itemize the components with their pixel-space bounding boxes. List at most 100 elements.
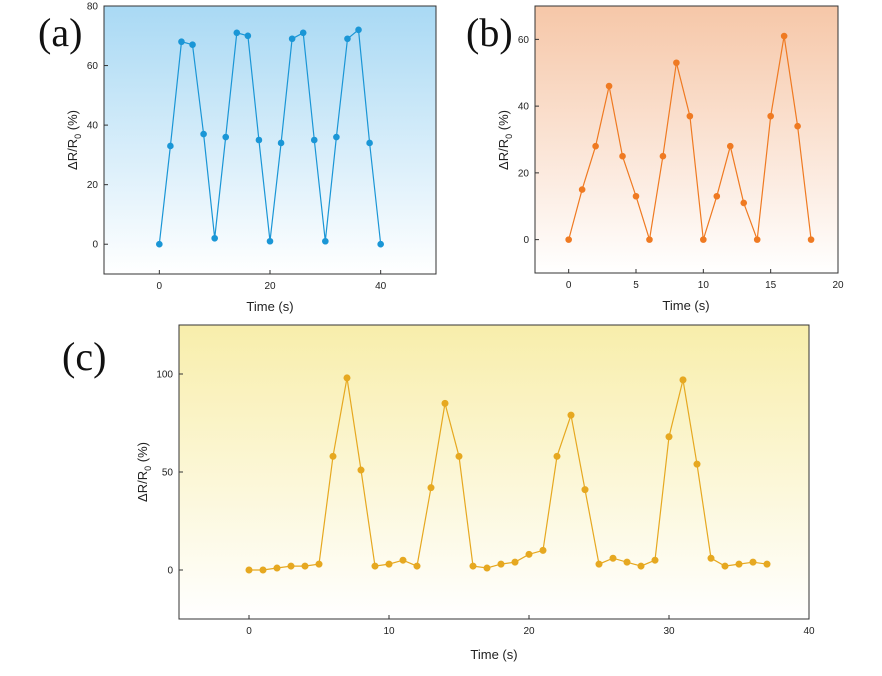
data-point-b xyxy=(578,186,586,193)
y-axis-title-b: ΔR/R0 (%) xyxy=(496,110,514,170)
data-point-a xyxy=(355,26,362,34)
x-tick-label-a: 20 xyxy=(264,281,276,292)
data-point-b xyxy=(753,236,761,243)
y-axis-title-c: ΔR/R0 (%) xyxy=(135,442,153,502)
y-tick-label-a: 60 xyxy=(87,61,99,72)
data-point-c xyxy=(567,411,575,419)
series-line-c xyxy=(249,377,768,571)
data-point-c xyxy=(609,554,617,562)
data-point-a xyxy=(288,35,296,43)
x-tick-label-a: 40 xyxy=(375,281,387,292)
data-point-a xyxy=(277,139,285,147)
data-point-c xyxy=(427,484,435,492)
data-point-a xyxy=(310,136,318,144)
data-point-c xyxy=(301,562,309,570)
chart-a: 0 20 40 0 20 40 60 80 Time (s) ΔR/R0 (%) xyxy=(65,2,437,314)
data-point-a xyxy=(322,237,329,245)
plot-frame-b xyxy=(534,5,839,274)
x-tick-label-b: 5 xyxy=(633,280,639,291)
data-point-c xyxy=(455,452,463,460)
data-point-c xyxy=(721,562,729,570)
x-axis-title-c: Time (s) xyxy=(470,647,517,662)
y-tick-label-a: 20 xyxy=(87,180,99,191)
data-point-c xyxy=(679,376,687,384)
data-point-a xyxy=(299,29,307,37)
data-point-c xyxy=(287,562,295,570)
data-point-c xyxy=(483,564,491,572)
data-point-a xyxy=(244,32,252,40)
chart-c: 0 10 20 30 40 0 50 100 Time (s) ΔR/R0 (%) xyxy=(135,324,815,662)
data-point-c xyxy=(315,560,323,568)
data-point-a xyxy=(233,29,241,37)
y-tick-label-b: 20 xyxy=(518,168,530,179)
data-point-a xyxy=(333,133,340,141)
data-point-c xyxy=(525,550,533,558)
x-tick-label-b: 10 xyxy=(698,280,710,291)
data-point-c xyxy=(707,554,715,562)
data-point-a xyxy=(344,35,351,43)
data-point-c xyxy=(329,452,337,460)
data-point-c xyxy=(553,452,561,460)
data-point-c xyxy=(581,486,589,494)
data-point-a xyxy=(266,237,274,245)
data-point-c xyxy=(623,558,631,566)
y-tick-label-a: 80 xyxy=(87,2,99,13)
data-point-a xyxy=(211,234,218,242)
data-point-b xyxy=(592,142,599,150)
chart-b: 0 5 10 15 20 0 20 40 60 Time (s) ΔR/R0 (%) xyxy=(496,5,844,313)
data-point-c xyxy=(665,433,673,441)
x-tick-label-b: 15 xyxy=(765,280,777,291)
y-tick-label-c: 100 xyxy=(156,370,173,381)
data-point-b xyxy=(619,152,626,160)
data-point-c xyxy=(497,560,505,568)
x-tick-label-b: 0 xyxy=(566,280,572,291)
data-point-c xyxy=(273,564,281,572)
plot-area-c xyxy=(179,325,809,619)
data-point-c xyxy=(371,562,379,570)
data-point-b xyxy=(767,112,774,120)
y-tick-label-b: 60 xyxy=(518,35,530,46)
data-point-c xyxy=(399,556,407,564)
x-tick-label-c: 10 xyxy=(383,626,395,637)
y-axis-title-a: ΔR/R0 (%) xyxy=(65,110,83,170)
data-point-b xyxy=(780,32,788,40)
panel-label-b: (b) xyxy=(466,10,513,55)
data-point-b xyxy=(605,82,613,90)
y-tick-label-a: 0 xyxy=(92,240,98,251)
y-tick-label-b: 40 xyxy=(518,102,530,113)
x-tick-label-b: 20 xyxy=(832,280,844,291)
panel-label-c: (c) xyxy=(62,334,106,379)
data-point-b xyxy=(713,192,721,200)
data-point-c xyxy=(441,399,449,407)
data-point-a xyxy=(377,240,384,248)
data-point-c xyxy=(749,558,757,566)
data-point-a xyxy=(156,240,163,248)
data-point-b xyxy=(646,236,653,243)
data-point-c xyxy=(735,560,743,568)
data-point-c xyxy=(637,562,645,570)
data-point-a xyxy=(178,38,185,46)
x-tick-label-c: 0 xyxy=(246,626,252,637)
data-point-c xyxy=(539,546,547,554)
data-point-b xyxy=(673,59,680,67)
data-point-c xyxy=(651,556,659,564)
data-point-a xyxy=(366,139,373,147)
data-point-c xyxy=(385,560,393,568)
plot-area-b xyxy=(535,6,838,273)
panel-label-a: (a) xyxy=(38,10,82,55)
data-point-a xyxy=(255,136,263,144)
y-tick-label-a: 40 xyxy=(87,121,99,132)
data-point-c xyxy=(511,558,519,566)
data-point-c xyxy=(245,566,253,574)
data-point-b xyxy=(565,236,572,243)
x-axis-title-a: Time (s) xyxy=(246,299,293,314)
data-point-c xyxy=(259,566,267,574)
plot-area-a xyxy=(104,6,436,274)
data-point-c xyxy=(469,562,477,570)
x-tick-label-a: 0 xyxy=(157,281,163,292)
data-point-a xyxy=(189,41,196,49)
data-point-c xyxy=(357,466,365,474)
y-tick-label-b: 0 xyxy=(523,235,529,246)
data-point-b xyxy=(726,142,734,150)
